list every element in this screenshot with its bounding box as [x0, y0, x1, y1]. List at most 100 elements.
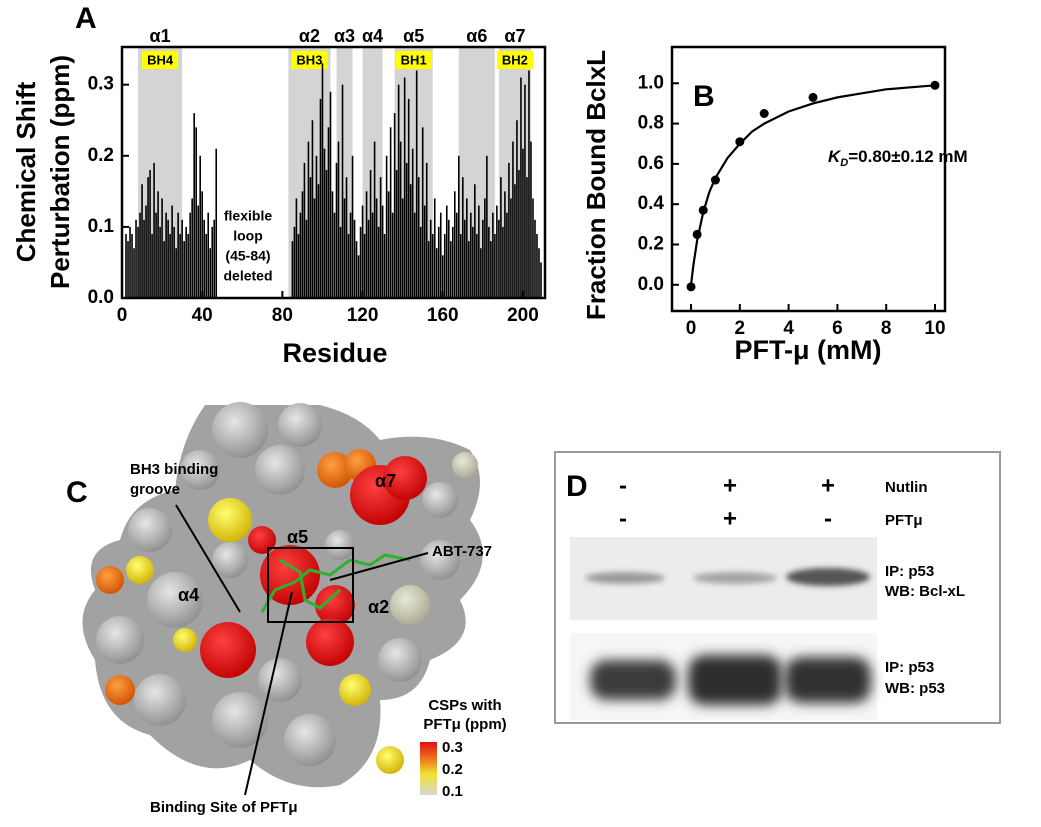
bar [165, 212, 167, 298]
bar [201, 191, 203, 298]
bar [323, 148, 326, 298]
bar [131, 234, 133, 298]
helix-label: α6 [466, 26, 487, 46]
bar [311, 120, 314, 298]
bar [171, 205, 173, 298]
motif-box [291, 51, 328, 69]
plot-frame [670, 45, 947, 313]
bar [169, 234, 171, 298]
bar [427, 241, 430, 298]
motif-box [496, 51, 533, 69]
x-tick-label: 2 [735, 318, 746, 339]
data-point [808, 92, 818, 102]
bar [167, 219, 169, 298]
x-axis-label: PFT-μ (mM) [735, 335, 882, 365]
x-tick-label: 160 [427, 305, 459, 326]
bar [466, 198, 468, 298]
bar [321, 63, 324, 298]
bar [445, 205, 448, 298]
bar [508, 162, 510, 298]
motif-label: BH1 [401, 52, 427, 67]
x-axis-label: Residue [282, 338, 387, 368]
bar [387, 191, 390, 298]
annotation: flexible [224, 208, 272, 224]
bar [474, 184, 476, 298]
bar [429, 219, 432, 298]
bar [423, 205, 426, 298]
helix-region [362, 47, 383, 298]
bar [357, 255, 360, 298]
helix-region [288, 47, 331, 298]
helix-label: α7 [504, 26, 525, 46]
bar [460, 234, 462, 298]
lane-sign: + [723, 472, 737, 499]
colorbar [420, 742, 437, 795]
bar [359, 226, 362, 298]
bar [409, 184, 412, 298]
bar [303, 162, 306, 298]
bar [369, 170, 372, 298]
y-tick-label: 1.0 [638, 72, 664, 93]
bar [147, 177, 149, 298]
y-tick-label: 0.4 [638, 193, 665, 214]
y-tick-label: 0.8 [638, 113, 664, 134]
bar [498, 219, 500, 298]
bar [363, 234, 366, 298]
bar [191, 198, 193, 298]
bar [317, 184, 320, 298]
bar [443, 234, 446, 298]
bar [301, 191, 304, 298]
bar [173, 226, 175, 298]
bar [161, 198, 163, 298]
bar [353, 219, 356, 298]
bar [367, 219, 370, 298]
bar [510, 198, 512, 298]
colorbar-label: 0.3 [442, 739, 463, 756]
blot-label: WB: Bcl-xL [885, 583, 965, 600]
annotation: deleted [223, 268, 272, 284]
x-tick-label: 4 [783, 318, 794, 339]
bar [145, 205, 147, 298]
bar [393, 113, 396, 299]
bar [159, 226, 161, 298]
bar [133, 248, 135, 298]
bar [435, 248, 438, 298]
helix-label: α4 [362, 26, 383, 46]
bar [339, 226, 342, 298]
annotation: (45-84) [225, 248, 270, 264]
bar [371, 212, 374, 298]
lane-sign: + [723, 505, 737, 532]
bar [538, 248, 540, 298]
bar [365, 191, 368, 298]
fit-line [689, 84, 936, 285]
bar [307, 141, 310, 298]
annotation: loop [233, 228, 263, 244]
bar [451, 226, 454, 298]
bar [478, 205, 480, 298]
bar [395, 170, 398, 298]
colorbar-label: 0.2 [442, 761, 463, 778]
bar [207, 212, 210, 298]
bar [490, 241, 492, 298]
bar [309, 177, 312, 298]
bar [325, 170, 328, 298]
bar [143, 219, 145, 298]
bar [472, 226, 474, 298]
x-tick-label: 0 [686, 318, 697, 339]
y-axis-label: Chemical Shift [11, 81, 41, 262]
bar [457, 155, 460, 298]
bar [127, 241, 129, 298]
legend-title: CSPs with [428, 697, 501, 714]
x-tick-label: 80 [272, 305, 293, 326]
bar [141, 184, 143, 298]
bar [417, 177, 420, 298]
x-tick-label: 200 [507, 305, 539, 326]
bar [421, 127, 424, 298]
row-label: Nutlin [885, 479, 928, 496]
bar [532, 198, 534, 298]
bar [341, 84, 344, 299]
y-tick-label: 0.0 [88, 287, 114, 308]
bar [297, 234, 300, 298]
bar [153, 162, 155, 298]
bar [313, 198, 316, 298]
